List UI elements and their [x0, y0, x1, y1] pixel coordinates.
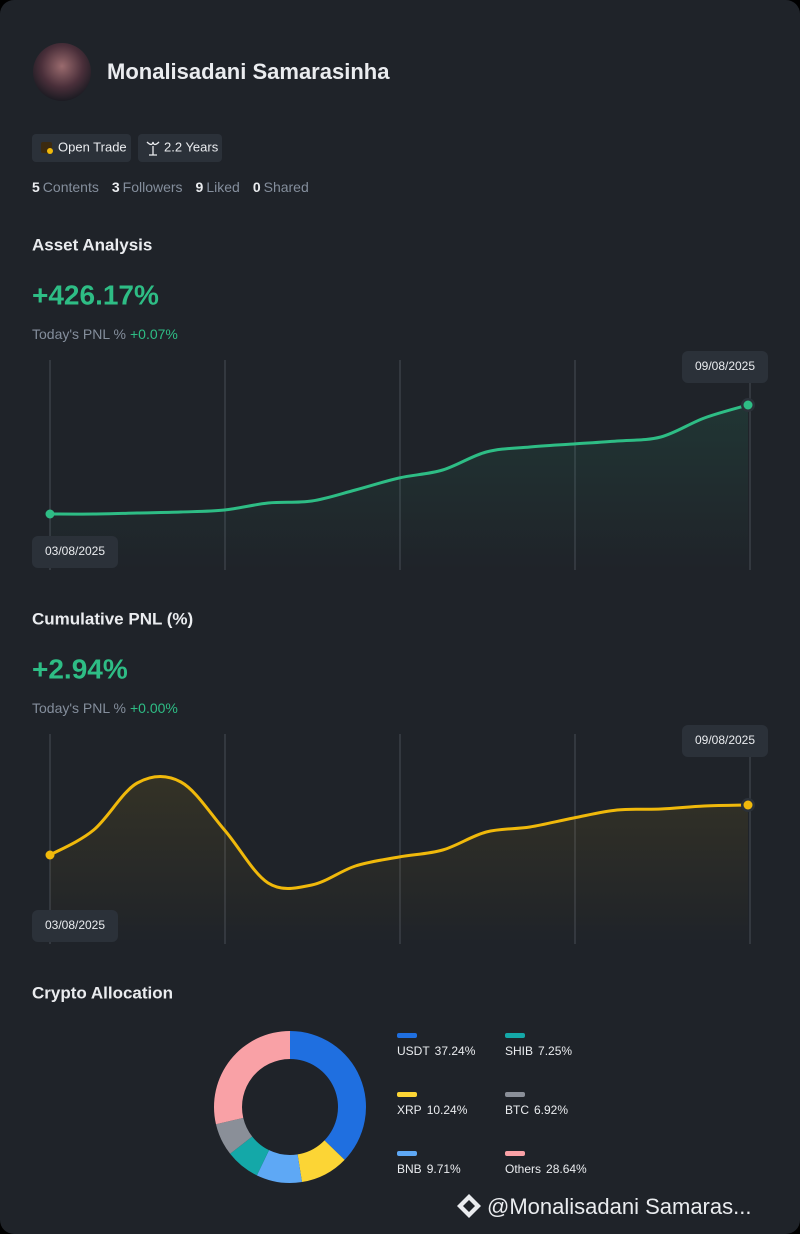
date-pill	[682, 351, 768, 383]
date-label: 09/08/2025	[695, 733, 755, 747]
big-value: +426.17%	[32, 279, 159, 310]
stat: 9 Liked	[196, 179, 240, 195]
watermark: @Monalisadani Samaras...	[487, 1194, 751, 1219]
end-dot	[743, 400, 753, 410]
legend-swatch	[505, 1033, 525, 1038]
today-value: +0.07%	[130, 326, 178, 342]
stat-value: 0	[253, 179, 261, 195]
area	[50, 405, 748, 570]
avatar[interactable]	[33, 43, 91, 101]
legend-name: USDT	[397, 1044, 430, 1058]
line	[49, 775, 749, 890]
stat: 3 Followers	[112, 179, 183, 195]
stat-label: Followers	[123, 179, 183, 195]
legend-value: 9.71%	[427, 1162, 461, 1176]
today-pnl: Today's PNL % +0.07%	[32, 326, 178, 342]
stat-value: 9	[196, 179, 204, 195]
date-pill	[682, 725, 768, 757]
donut-segment	[290, 1031, 367, 1160]
start-dot	[45, 509, 55, 519]
legend-entry: USDT 37.24%	[397, 1044, 476, 1058]
line	[49, 403, 749, 516]
legend-entry: XRP 10.24%	[397, 1103, 468, 1117]
donut-segment	[230, 1136, 270, 1176]
date-pill	[32, 536, 118, 568]
legend-swatch	[505, 1151, 525, 1156]
stat: 5 Contents	[32, 179, 99, 195]
section-title: Cumulative PNL (%)	[32, 609, 193, 628]
legend-name: BTC	[505, 1103, 529, 1117]
stat-label: Contents	[43, 179, 99, 195]
legend-value: 28.64%	[546, 1162, 587, 1176]
badge-icon	[47, 148, 53, 154]
badge	[138, 134, 222, 162]
legend-name: XRP	[397, 1103, 422, 1117]
stat-value: 3	[112, 179, 120, 195]
legend-value: 7.25%	[538, 1044, 572, 1058]
today-value: +0.00%	[130, 700, 178, 716]
legend-entry: Others 28.64%	[505, 1162, 587, 1176]
today-label: Today's PNL %	[32, 700, 126, 716]
legend-name: Others	[505, 1162, 541, 1176]
stat-value: 5	[32, 179, 40, 195]
date-label: 09/08/2025	[695, 359, 755, 373]
legend-entry: BTC 6.92%	[505, 1103, 568, 1117]
donut-segment	[256, 1150, 302, 1183]
legend-entry: SHIB 7.25%	[505, 1044, 572, 1058]
legend-value: 37.24%	[435, 1044, 476, 1058]
legend-swatch	[397, 1092, 417, 1097]
profile-name: Monalisadani Samarasinha	[107, 59, 390, 84]
watermark-logo	[457, 1194, 481, 1218]
legend-name: SHIB	[505, 1044, 533, 1058]
section-title: Crypto Allocation	[32, 983, 173, 1002]
today-pnl: Today's PNL % +0.00%	[32, 700, 178, 716]
date-pill	[32, 910, 118, 942]
stat-label: Liked	[206, 179, 239, 195]
legend-name: BNB	[397, 1162, 422, 1176]
legend-value: 6.92%	[534, 1103, 568, 1117]
donut-segment	[214, 1031, 290, 1125]
date-label: 03/08/2025	[45, 544, 105, 558]
stat-label: Shared	[264, 179, 309, 195]
badge	[32, 134, 131, 162]
today-label: Today's PNL %	[32, 326, 126, 342]
donut-segment	[215, 1117, 253, 1154]
legend-swatch	[397, 1151, 417, 1156]
end-dot	[743, 800, 753, 810]
big-value: +2.94%	[32, 653, 128, 684]
legend-swatch	[505, 1092, 525, 1097]
date-label: 03/08/2025	[45, 918, 105, 932]
badge-text: 2.2 Years	[164, 139, 219, 154]
badge-icon	[146, 141, 160, 156]
start-dot	[45, 850, 55, 860]
legend-swatch	[397, 1033, 417, 1038]
stat: 0 Shared	[253, 179, 309, 195]
section-title: Asset Analysis	[32, 235, 152, 254]
badge-text: Open Trade	[58, 139, 127, 154]
donut-segment	[297, 1140, 345, 1183]
legend-entry: BNB 9.71%	[397, 1162, 461, 1176]
legend-value: 10.24%	[427, 1103, 468, 1117]
